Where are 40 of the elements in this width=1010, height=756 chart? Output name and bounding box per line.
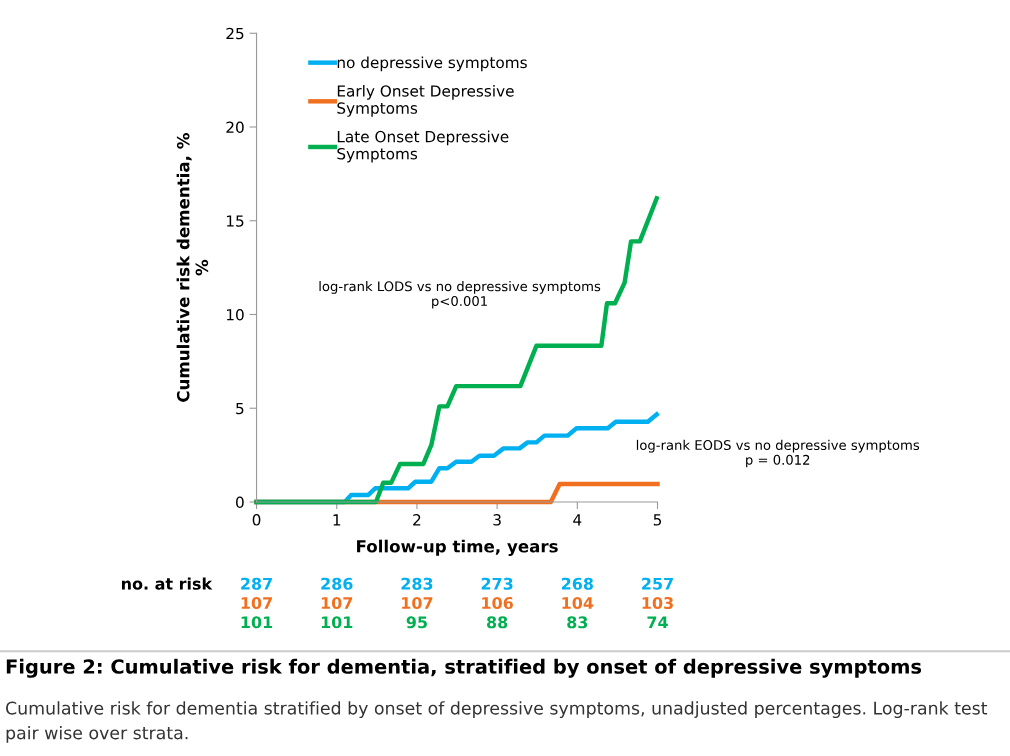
text: 268: [561, 577, 593, 590]
x-tick-label: 4: [573, 514, 582, 526]
y-tick-label: 5: [236, 402, 244, 415]
text: 107: [402, 596, 433, 610]
text: 74: [647, 616, 668, 629]
y-tick-label: 10: [226, 308, 244, 321]
text: 104: [562, 596, 594, 610]
text: 83: [567, 616, 588, 629]
x-tick-label: 1: [333, 514, 341, 526]
y-tick-label: 0: [236, 496, 244, 509]
x-tick-label: 0: [252, 514, 261, 526]
text: 95: [406, 616, 427, 629]
text: 103: [642, 596, 673, 610]
legend-label: Early Onset Depressive Symptoms: [337, 84, 514, 117]
text: 287: [241, 577, 272, 590]
text: 106: [482, 596, 513, 610]
x-tick-label: 2: [413, 514, 421, 526]
text: Cumulative risk for dementia stratified by onset of depressive symptoms, unadjusted percentages. Log-rank test pair wise over strata.: [6, 701, 988, 743]
text: 101: [321, 616, 353, 629]
text: 257: [642, 577, 673, 590]
text: 286: [321, 577, 353, 590]
text: 283: [401, 577, 433, 590]
x-axis-title: Follow-up time, years: [357, 539, 558, 556]
x-tick-label: 3: [493, 514, 501, 526]
annotation: log-rank LODS vs no depressive symptoms p<0.001: [319, 281, 601, 309]
text: Figure 2: Cumulative risk for dementia, stratified by onset of depressive symptoms: [6, 658, 922, 678]
legend-label: Late Onset Depressive Symptoms: [337, 130, 509, 163]
text: 88: [486, 616, 508, 629]
text: 273: [481, 577, 513, 590]
annotation: log-rank EODS vs no depressive symptoms p = 0.012: [636, 439, 920, 468]
y-tick-label: 25: [226, 27, 244, 40]
text: no. at risk: [122, 577, 213, 590]
text: 107: [321, 596, 353, 610]
text: 107: [241, 596, 272, 610]
text: 101: [241, 616, 273, 629]
x-tick-label: 5: [653, 514, 662, 526]
y-axis-title: Cumulative risk dementia, % %: [176, 133, 209, 402]
y-tick-label: 20: [226, 121, 244, 134]
y-tick-label: 15: [226, 215, 244, 227]
legend-label: no depressive symptoms: [337, 56, 527, 72]
